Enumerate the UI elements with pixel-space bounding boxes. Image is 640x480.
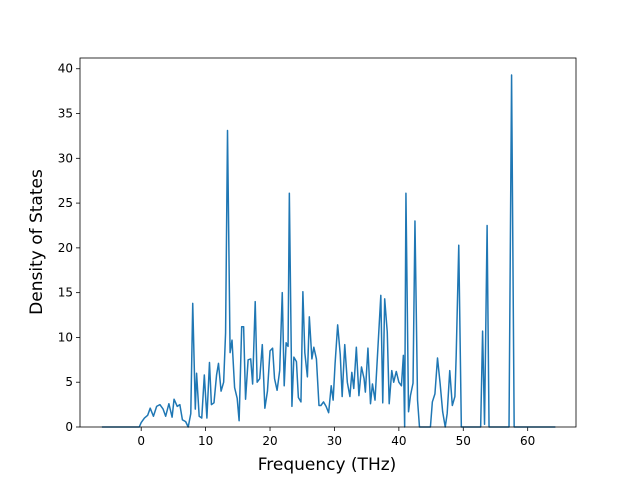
y-tick-label: 40 (58, 62, 73, 76)
line (101, 74, 556, 428)
x-tick-label: 0 (137, 434, 145, 448)
x-tick-label: 40 (391, 434, 406, 448)
y-axis-label: Density of States (27, 169, 47, 315)
x-tick-label: 20 (262, 434, 277, 448)
y-tick-label: 20 (58, 241, 73, 255)
y-tick-label: 30 (58, 151, 73, 165)
y-tick-label: 15 (58, 286, 73, 300)
y-tick-label: 35 (58, 107, 73, 121)
x-tick-label: 50 (456, 434, 471, 448)
y-tick-label: 10 (58, 330, 73, 344)
x-tick-label: 60 (520, 434, 535, 448)
y-tick-label: 0 (65, 420, 73, 434)
x-axis-label: Frequency (THz) (258, 455, 397, 475)
x-tick-label: 10 (198, 434, 213, 448)
y-tick-label: 25 (58, 196, 73, 210)
plot-frame (79, 57, 577, 428)
y-tick-label: 5 (65, 375, 73, 389)
x-tick-label: 30 (327, 434, 342, 448)
